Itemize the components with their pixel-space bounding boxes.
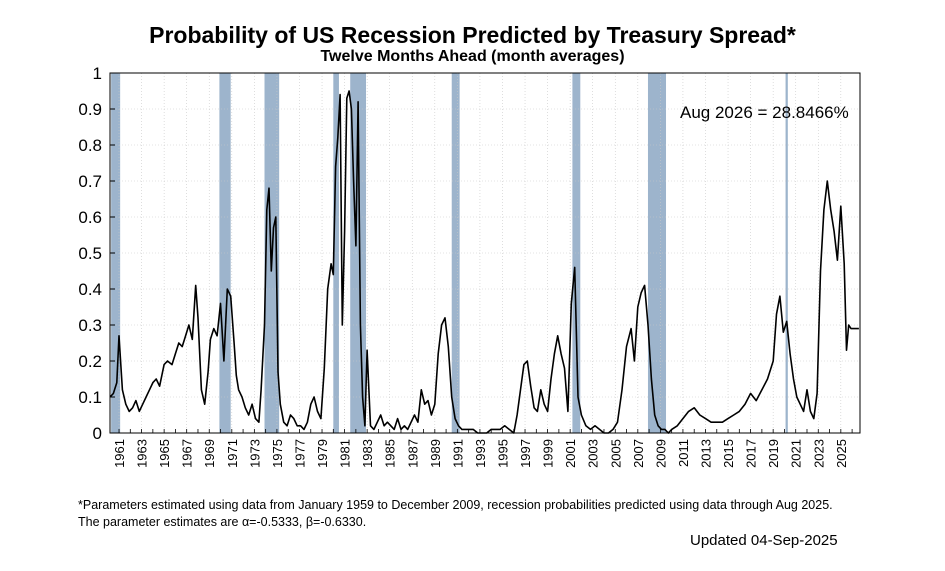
x-tick-label: 1997 bbox=[518, 439, 533, 468]
x-tick-label: 1983 bbox=[360, 439, 375, 468]
latest-value-annotation: Aug 2026 = 28.8466% bbox=[680, 103, 849, 122]
x-tick-label: 1993 bbox=[473, 439, 488, 468]
x-tick-label: 2013 bbox=[698, 439, 713, 468]
x-tick-label: 2021 bbox=[789, 439, 804, 468]
recession-band-9 bbox=[785, 73, 788, 433]
probability-line bbox=[109, 90, 859, 434]
x-tick-label: 1971 bbox=[225, 439, 240, 468]
x-tick-label: 2007 bbox=[631, 439, 646, 468]
y-tick-label: 0.8 bbox=[78, 136, 102, 155]
x-axis-ticks: 1961 1963 1965 1967 1969 1971 1973 1975 1977 1979… bbox=[112, 429, 853, 468]
x-tick-label: 1995 bbox=[495, 439, 510, 468]
x-tick-label: 1985 bbox=[383, 439, 398, 468]
x-tick-label: 2003 bbox=[586, 439, 601, 468]
recession-band-4 bbox=[333, 73, 339, 433]
x-tick-label: 1987 bbox=[405, 439, 420, 468]
x-tick-label: 1999 bbox=[541, 439, 556, 468]
x-tick-label: 2009 bbox=[653, 439, 668, 468]
footnote-parameters: *Parameters estimated using data from Ja… bbox=[78, 498, 833, 512]
y-tick-label: 0.9 bbox=[78, 100, 102, 119]
x-tick-label: 2001 bbox=[563, 439, 578, 468]
y-tick-label: 0.2 bbox=[78, 352, 102, 371]
y-tick-label: 0.7 bbox=[78, 172, 102, 191]
x-tick-label: 2023 bbox=[811, 439, 826, 468]
footnote-estimates: The parameter estimates are α=-0.5333, β… bbox=[78, 515, 367, 529]
x-tick-label: 1981 bbox=[338, 439, 353, 468]
y-axis-ticks: 0 0.1 0.2 0.3 0.4 0.5 0.6 0.7 0.8 0.9 1 bbox=[78, 64, 115, 443]
x-tick-label: 2025 bbox=[834, 439, 849, 468]
y-tick-label: 0.5 bbox=[78, 244, 102, 263]
updated-date: Updated 04-Sep-2025 bbox=[690, 532, 838, 549]
y-tick-label: 0.6 bbox=[78, 208, 102, 227]
chart-title: Probability of US Recession Predicted by… bbox=[149, 22, 796, 48]
x-tick-label: 1961 bbox=[112, 439, 127, 468]
x-tick-label: 1965 bbox=[157, 439, 172, 468]
x-tick-label: 1979 bbox=[315, 439, 330, 468]
x-tick-label: 2015 bbox=[721, 439, 736, 468]
x-tick-label: 2019 bbox=[766, 439, 781, 468]
recession-band-5 bbox=[350, 73, 367, 433]
x-tick-label: 2005 bbox=[608, 439, 623, 468]
y-tick-label: 0 bbox=[93, 424, 102, 443]
x-tick-label: 1963 bbox=[135, 439, 150, 468]
x-tick-label: 1991 bbox=[450, 439, 465, 468]
chart-subtitle: Twelve Months Ahead (month averages) bbox=[320, 48, 625, 65]
y-tick-label: 0.4 bbox=[78, 280, 102, 299]
y-tick-label: 0.3 bbox=[78, 316, 102, 335]
recession-band-2 bbox=[219, 73, 231, 433]
x-tick-label: 1975 bbox=[270, 439, 285, 468]
grid-lines bbox=[110, 72, 860, 434]
x-tick-label: 2011 bbox=[676, 439, 691, 467]
x-tick-label: 1967 bbox=[180, 439, 195, 468]
x-tick-label: 1977 bbox=[292, 439, 307, 468]
x-tick-label: 2017 bbox=[744, 439, 759, 468]
y-tick-label: 1 bbox=[93, 64, 102, 83]
recession-band-7 bbox=[572, 73, 581, 433]
x-tick-label: 1969 bbox=[202, 439, 217, 468]
x-tick-label: 1989 bbox=[428, 439, 443, 468]
recession-band-1 bbox=[111, 73, 121, 433]
x-tick-label: 1973 bbox=[247, 439, 262, 468]
y-tick-label: 0.1 bbox=[78, 388, 102, 407]
